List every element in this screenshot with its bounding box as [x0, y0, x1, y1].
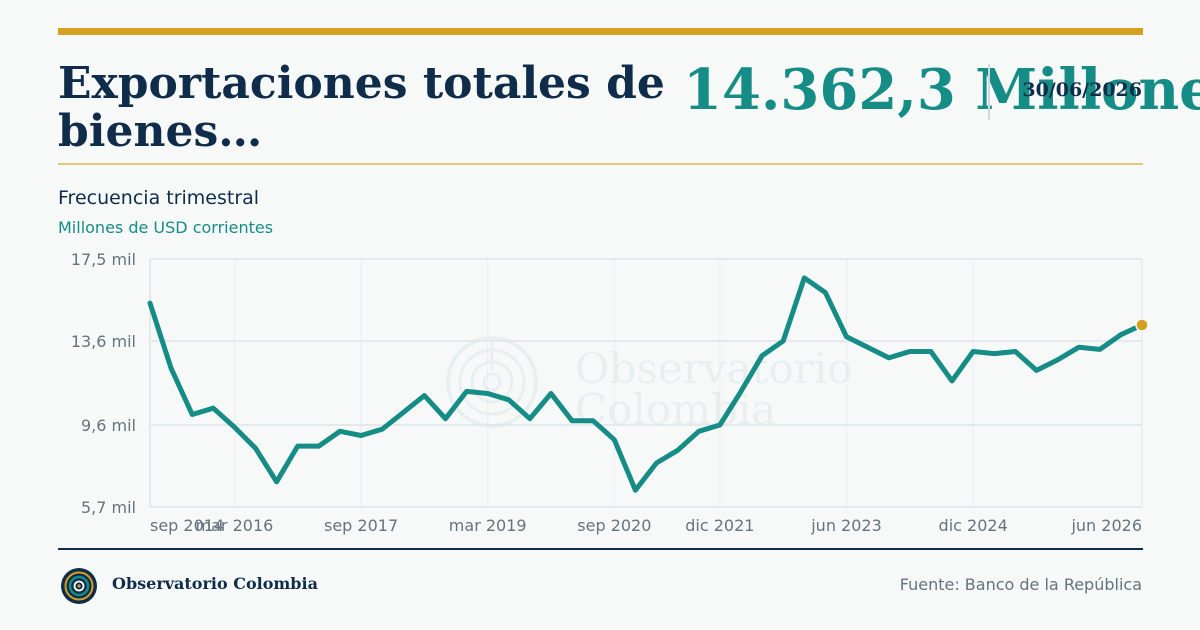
y-tick-label: 9,6 mil — [81, 416, 136, 435]
brand-name: Observatorio Colombia — [112, 574, 318, 593]
headline-date: 30/06/2026 — [1022, 79, 1142, 101]
series-layer — [147, 275, 1149, 493]
source-note: Fuente: Banco de la República — [899, 575, 1142, 594]
chart-watermark: Observatorio Colombia — [446, 336, 853, 434]
chart-grid — [149, 258, 1143, 508]
line-chart: Observatorio Colombia 5,7 mil 9,6 mil 13,6… — [71, 250, 1149, 535]
headline-value: 14.362,3 Millones — [683, 57, 1200, 123]
y-tick-label: 17,5 mil — [71, 250, 136, 269]
x-tick-label: mar 2016 — [196, 516, 274, 535]
x-tick-label: sep 2014 — [150, 516, 224, 535]
x-tick-label: mar 2019 — [449, 516, 527, 535]
x-tick-label: dic 2021 — [685, 516, 754, 535]
brand-logo-icon — [61, 568, 97, 604]
x-tick-label: jun 2026 — [1070, 516, 1142, 535]
x-tick-label: sep 2017 — [324, 516, 398, 535]
y-tick-label: 13,6 mil — [71, 332, 136, 351]
series-line — [147, 275, 1145, 493]
top-accent-bar — [58, 28, 1143, 35]
headline-divider — [988, 64, 990, 120]
watermark-logo-icon — [446, 336, 538, 428]
footer-divider — [58, 548, 1143, 550]
x-tick-label: sep 2020 — [577, 516, 651, 535]
last-value-marker — [1135, 318, 1149, 332]
watermark-line-1: Observatorio — [575, 344, 853, 393]
y-tick-label: 5,7 mil — [81, 498, 136, 517]
units-label: Millones de USD corrientes — [58, 218, 274, 237]
x-tick-label: jun 2023 — [810, 516, 882, 535]
y-axis: 5,7 mil 9,6 mil 13,6 mil 17,5 mil — [71, 250, 136, 517]
x-tick-label: dic 2024 — [939, 516, 1008, 535]
frequency-label: Frecuencia trimestral — [58, 187, 260, 209]
watermark-line-2: Colombia — [575, 385, 776, 434]
title-divider — [58, 163, 1143, 165]
page-title: Exportaciones totales de bienes… — [58, 58, 665, 157]
